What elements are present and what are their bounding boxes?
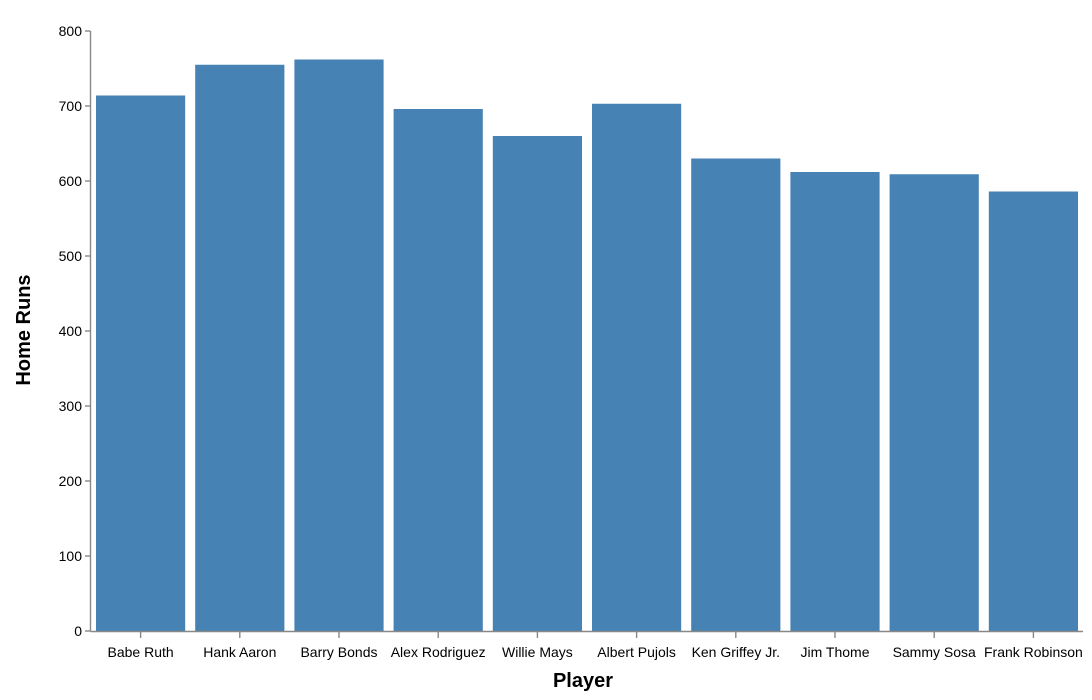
y-tick-label: 200 <box>59 473 83 489</box>
x-tick-label-frank-robinson: Frank Robinson <box>984 644 1083 660</box>
x-tick-label-albert-pujols: Albert Pujols <box>597 644 676 660</box>
bar-hank-aaron <box>195 64 285 631</box>
x-tick-label-ken-griffey-jr: Ken Griffey Jr. <box>692 644 780 660</box>
y-tick-label: 500 <box>59 248 83 264</box>
bar-frank-robinson <box>988 191 1078 631</box>
y-tick-label: 100 <box>59 548 83 564</box>
x-tick-label-babe-ruth: Babe Ruth <box>108 644 174 660</box>
x-axis-title: Player <box>553 670 613 692</box>
y-tick-label: 0 <box>74 623 82 639</box>
bar-ken-griffey-jr <box>691 158 781 631</box>
bar-barry-bonds <box>294 59 384 631</box>
x-tick-label-alex-rodriguez: Alex Rodriguez <box>391 644 486 660</box>
bars-group <box>96 59 1078 631</box>
bar-willie-mays <box>492 136 582 631</box>
bar-alex-rodriguez <box>393 109 483 631</box>
y-tick-label: 300 <box>59 398 83 414</box>
x-tick-label-sammy-sosa: Sammy Sosa <box>893 644 976 660</box>
bar-albert-pujols <box>592 103 682 631</box>
y-axis: 0 100 200 300 400 500 600 700 800 <box>59 23 92 639</box>
y-axis-title: Home Runs <box>13 274 35 385</box>
y-tick-label: 400 <box>59 323 83 339</box>
bar-sammy-sosa <box>889 174 979 631</box>
x-axis: Babe Ruth Hank Aaron Barry Bonds Alex Rodri… <box>90 630 1083 660</box>
x-tick-label-willie-mays: Willie Mays <box>502 644 573 660</box>
bar-babe-ruth <box>96 95 186 631</box>
x-tick-label-barry-bonds: Barry Bonds <box>300 644 377 660</box>
x-tick-label-jim-thome: Jim Thome <box>801 644 870 660</box>
x-tick-label-hank-aaron: Hank Aaron <box>203 644 276 660</box>
y-tick-label: 600 <box>59 173 83 189</box>
y-tick-label: 800 <box>59 23 83 39</box>
y-tick-label: 700 <box>59 98 83 114</box>
bar-jim-thome <box>790 172 880 631</box>
